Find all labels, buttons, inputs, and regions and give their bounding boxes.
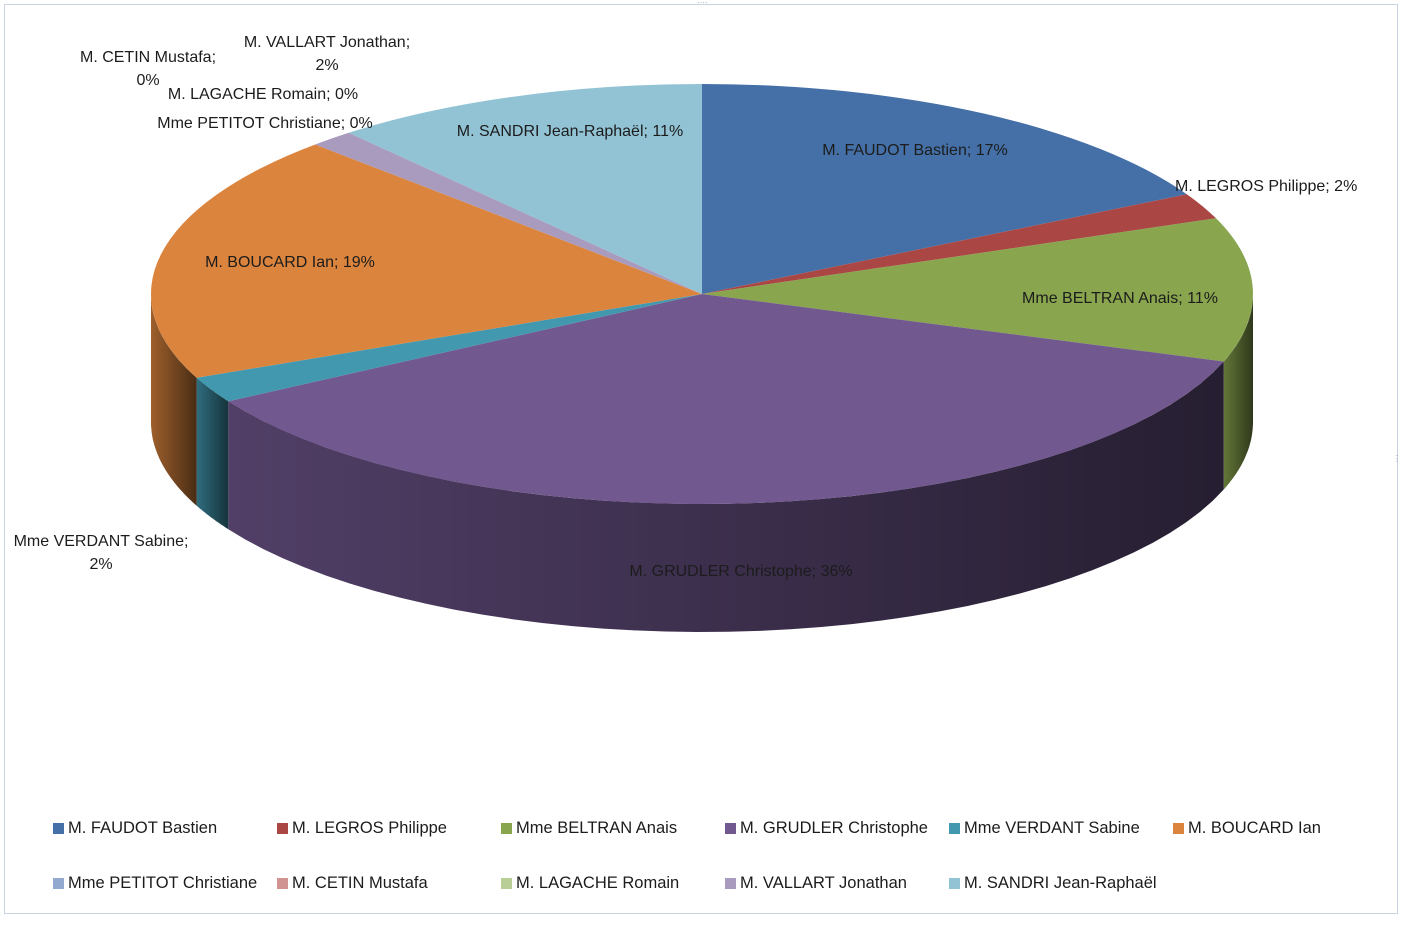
legend-label: M. GRUDLER Christophe (740, 819, 928, 837)
legend-swatch (501, 823, 512, 834)
legend-item[interactable]: M. FAUDOT Bastien (53, 817, 217, 839)
legend-label: M. SANDRI Jean-Raphaël (964, 874, 1157, 892)
legend-label: M. CETIN Mustafa (292, 874, 428, 892)
pie-slice[interactable] (702, 218, 1253, 362)
legend-swatch (277, 823, 288, 834)
pie-data-label: Mme VERDANT Sabine; 2% (14, 533, 189, 573)
legend-swatch (725, 823, 736, 834)
pie-chart: M. FAUDOT Bastien; 17% M. LEGROS Philippe… (14, 34, 1358, 632)
legend-row: M. FAUDOT Bastien M. LEGROS Philippe Mme B… (53, 817, 1383, 872)
legend-label: M. VALLART Jonathan (740, 874, 907, 892)
pie-slice[interactable] (348, 83, 702, 294)
legend-label: M. BOUCARD Ian (1188, 819, 1321, 837)
pie-data-label: M. VALLART Jonathan; 2% (244, 34, 410, 74)
legend-swatch (501, 878, 512, 889)
pie-slices (151, 83, 1253, 504)
legend-swatch (949, 823, 960, 834)
legend-label: Mme BELTRAN Anais (516, 819, 678, 837)
legend-item[interactable]: M. BOUCARD Ian (1173, 817, 1321, 839)
pie-slice[interactable] (196, 294, 702, 402)
legend-item[interactable]: M. LEGROS Philippe (277, 817, 447, 839)
chart-area: ···· ⋮ M. FAUDOT Bastien; 17% M. LEGROS P… (4, 0, 1401, 914)
legend-item[interactable]: M. GRUDLER Christophe (725, 817, 928, 839)
legend-row: Mme PETITOT Christiane M. CETIN Mustafa M.… (53, 872, 1383, 927)
pie-data-label: M. LEGROS Philippe; 2% (1175, 178, 1357, 195)
legend-item[interactable]: Mme PETITOT Christiane (53, 872, 257, 894)
pie-data-label: M. BOUCARD Ian; 19% (205, 254, 375, 271)
legend-swatch (1173, 823, 1184, 834)
pie-slice[interactable] (702, 194, 1216, 294)
pie-slice-side (196, 377, 229, 530)
legend-swatch (277, 878, 288, 889)
pie-slice-side (151, 294, 197, 506)
pie-data-label: M. LAGACHE Romain; 0% (168, 86, 358, 103)
pie-data-label: M. CETIN Mustafa; 0% (80, 49, 216, 89)
legend: M. FAUDOT Bastien M. LEGROS Philippe Mme B… (53, 817, 1383, 927)
resize-handle-top[interactable]: ···· (697, 0, 708, 7)
legend-label: M. LEGROS Philippe (292, 819, 447, 837)
pie-data-labels: M. FAUDOT Bastien; 17% M. LEGROS Philippe… (14, 34, 1358, 580)
pie-slice[interactable] (702, 84, 1187, 294)
legend-item[interactable]: M. LAGACHE Romain (501, 872, 679, 894)
legend-label: Mme PETITOT Christiane (68, 874, 258, 892)
legend-item[interactable]: M. SANDRI Jean-Raphaël (949, 872, 1157, 894)
legend-label: M. LAGACHE Romain (516, 874, 680, 892)
legend-swatch (53, 823, 64, 834)
pie-slice[interactable] (151, 144, 703, 378)
legend-item[interactable]: M. VALLART Jonathan (725, 872, 907, 894)
pie-slice[interactable] (228, 294, 1224, 504)
legend-swatch (949, 878, 960, 889)
legend-item[interactable]: Mme BELTRAN Anais (501, 817, 677, 839)
pie-depth (151, 294, 1253, 632)
legend-label: M. FAUDOT Bastien (68, 819, 218, 837)
legend-swatch (53, 878, 64, 889)
resize-handle-right[interactable]: ⋮ (1393, 454, 1401, 463)
pie-data-label: Mme PETITOT Christiane; 0% (157, 115, 372, 132)
pie-slice[interactable] (315, 132, 702, 294)
pie-slice-side (228, 361, 1224, 632)
pie-data-label: M. FAUDOT Bastien; 17% (822, 142, 1008, 159)
legend-label: Mme VERDANT Sabine (964, 819, 1140, 837)
pie-slice-side (1223, 294, 1253, 490)
pie-data-label: M. GRUDLER Christophe; 36% (629, 563, 852, 580)
legend-item[interactable]: Mme VERDANT Sabine (949, 817, 1140, 839)
legend-item[interactable]: M. CETIN Mustafa (277, 872, 428, 894)
pie-data-label: Mme BELTRAN Anais; 11% (1022, 290, 1218, 307)
pie-data-label: M. SANDRI Jean-Raphaël; 11% (457, 123, 683, 140)
legend-swatch (725, 878, 736, 889)
